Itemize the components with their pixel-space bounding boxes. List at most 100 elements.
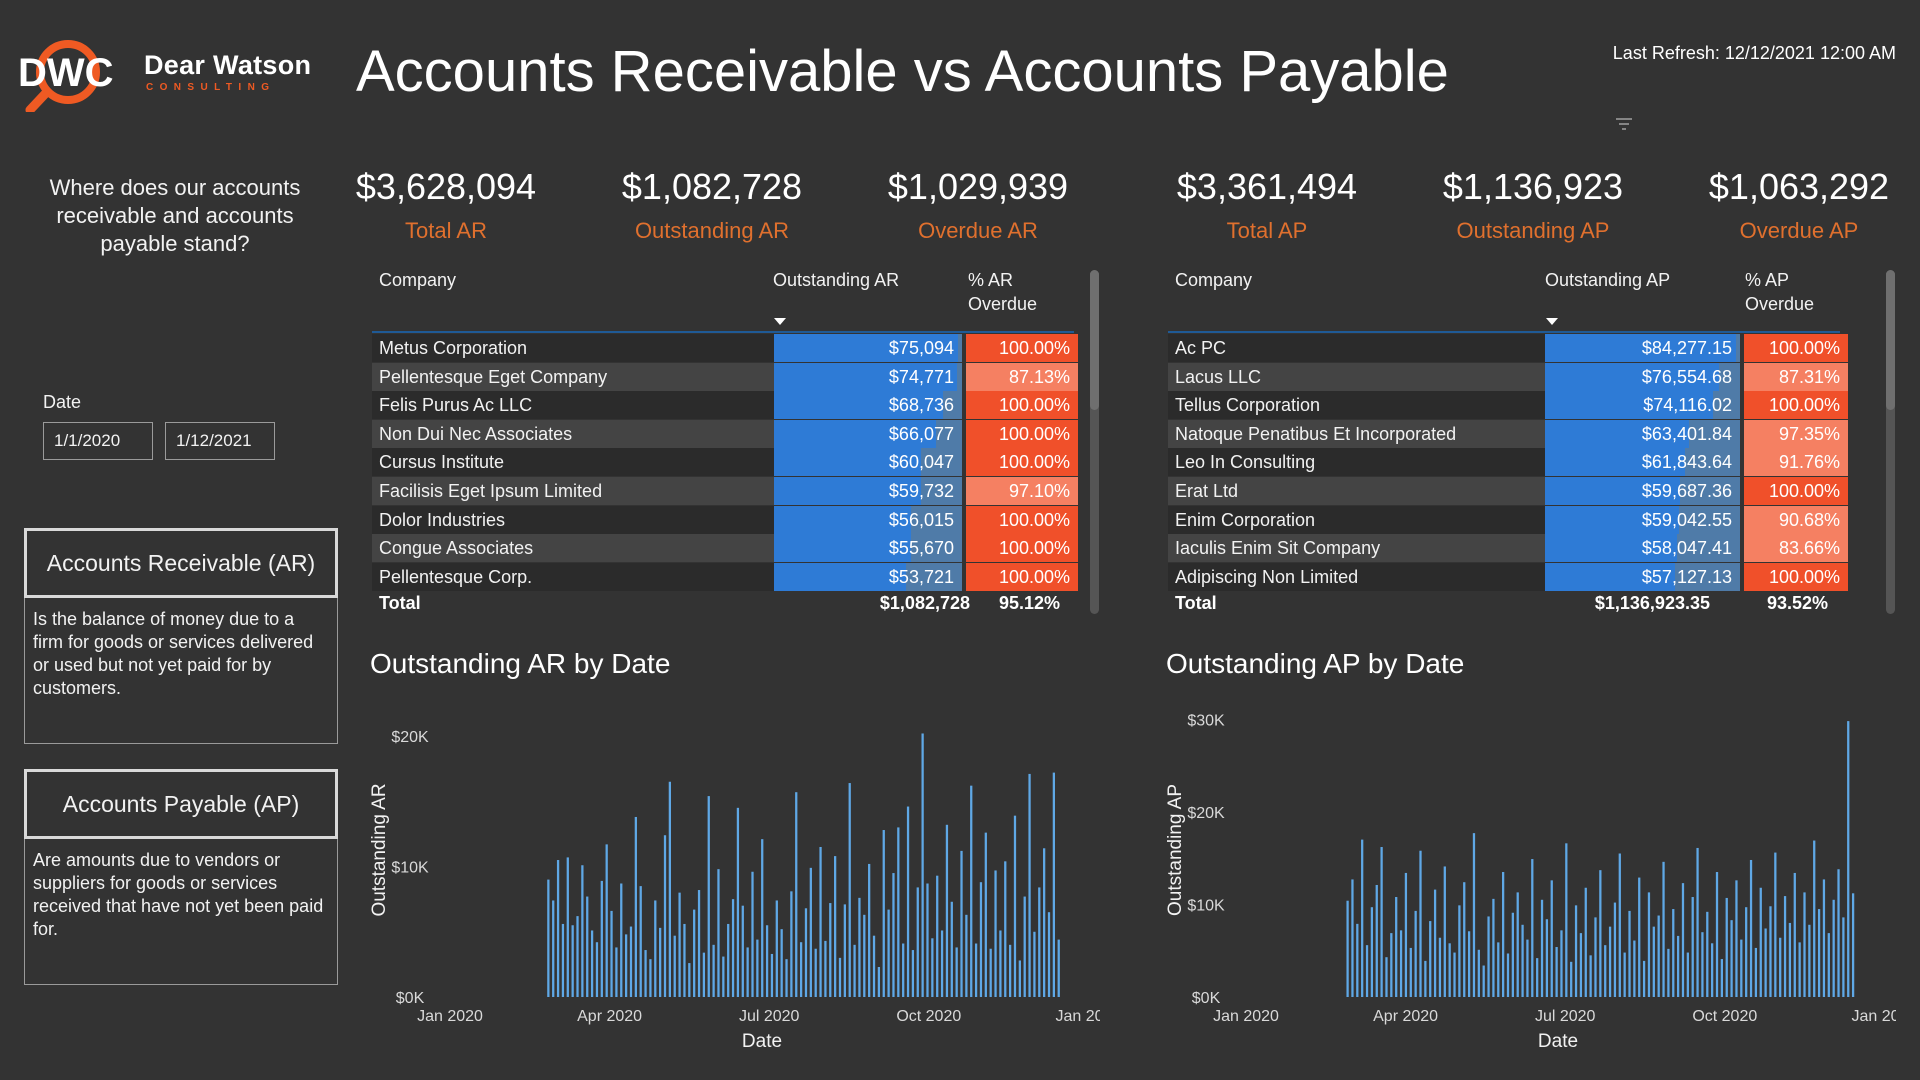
chart-bar[interactable] <box>649 959 652 997</box>
chart-bar[interactable] <box>741 905 744 997</box>
chart-bar[interactable] <box>1652 926 1655 997</box>
chart-bar[interactable] <box>1052 772 1055 997</box>
col-header-outstanding[interactable]: Outstanding AP <box>1545 270 1671 290</box>
chart-bar[interactable] <box>1599 870 1602 997</box>
chart-bar[interactable] <box>897 827 900 997</box>
chart-bar[interactable] <box>1725 897 1728 997</box>
table-row[interactable]: Lacus LLC $76,554.68 87.31% <box>1168 362 1848 391</box>
chart-bar[interactable] <box>940 930 944 997</box>
table-row[interactable]: Natoque Penatibus Et Incorporated $63,401… <box>1168 419 1848 448</box>
chart-bar[interactable] <box>1642 960 1646 997</box>
table-row[interactable]: Iaculis Enim Sit Company $58,047.41 83.66% <box>1168 534 1848 563</box>
chart-bar[interactable] <box>1472 833 1476 997</box>
chart-bar[interactable] <box>566 857 569 997</box>
chart-bar[interactable] <box>921 733 924 997</box>
chart-bar[interactable] <box>683 923 686 997</box>
chart-bar[interactable] <box>1516 892 1519 997</box>
chart-bar[interactable] <box>1346 900 1349 997</box>
chart-bar[interactable] <box>1628 910 1631 997</box>
chart-bar[interactable] <box>824 940 827 997</box>
chart-bar[interactable] <box>1686 952 1689 997</box>
chart-bar[interactable] <box>877 967 881 997</box>
chart-bar[interactable] <box>809 867 812 997</box>
table-row[interactable]: Dolor Industries $56,015 100.00% <box>372 505 1078 534</box>
chart-bar[interactable] <box>1463 882 1466 997</box>
col-header-pct-overdue[interactable]: % AP Overdue <box>1745 268 1814 316</box>
chart-bar[interactable] <box>727 923 730 997</box>
chart-bar[interactable] <box>1808 924 1811 997</box>
chart-bar[interactable] <box>916 887 919 997</box>
ap-table-scrollbar[interactable] <box>1886 270 1895 614</box>
chart-bar[interactable] <box>629 926 633 997</box>
chart-bar[interactable] <box>1555 947 1558 997</box>
chart-bar[interactable] <box>1008 944 1012 997</box>
chart-bar[interactable] <box>1375 884 1378 997</box>
chart-bar[interactable] <box>1438 937 1442 997</box>
chart-bar[interactable] <box>1842 917 1845 997</box>
chart-bar[interactable] <box>668 781 671 997</box>
chart-bar[interactable] <box>902 943 905 997</box>
chart-bar[interactable] <box>1701 932 1704 997</box>
chart-bar[interactable] <box>1618 853 1621 998</box>
chart-bar[interactable] <box>1851 893 1855 997</box>
chart-bar[interactable] <box>785 959 788 997</box>
chart-bar[interactable] <box>1584 887 1587 997</box>
chart-bar[interactable] <box>1540 899 1544 997</box>
chart-bar[interactable] <box>615 947 618 997</box>
chart-bar[interactable] <box>639 886 642 997</box>
chart-bar[interactable] <box>955 947 958 997</box>
chart-bar[interactable] <box>1565 843 1568 997</box>
chart-bar[interactable] <box>547 879 550 997</box>
chart-bar[interactable] <box>595 942 599 997</box>
chart-bar[interactable] <box>1424 960 1427 997</box>
chart-bar[interactable] <box>1526 939 1529 997</box>
chart-bar[interactable] <box>1779 937 1782 997</box>
chart-bar[interactable] <box>581 865 584 997</box>
chart-bar[interactable] <box>945 824 949 997</box>
col-header-pct-overdue[interactable]: % AR Overdue <box>968 268 1037 316</box>
chart-bar[interactable] <box>1574 905 1578 997</box>
table-row[interactable]: Facilisis Eget Ipsum Limited $59,732 97.10… <box>372 477 1078 505</box>
chart-bar[interactable] <box>1667 948 1670 997</box>
chart-bar[interactable] <box>1409 947 1412 997</box>
chart-bar[interactable] <box>688 963 691 997</box>
chart-bar[interactable] <box>838 957 842 997</box>
chart-bar[interactable] <box>1370 907 1374 997</box>
chart-bar[interactable] <box>1676 935 1680 997</box>
table-row[interactable]: Leo In Consulting $61,843.64 91.76% <box>1168 448 1848 477</box>
chart-bar[interactable] <box>1774 852 1777 997</box>
table-row[interactable]: Metus Corporation $75,094 100.00% <box>372 334 1078 362</box>
chart-bar[interactable] <box>1560 930 1563 997</box>
chart-bar[interactable] <box>756 939 759 997</box>
chart-bar[interactable] <box>1482 965 1485 997</box>
chart-bar[interactable] <box>843 904 846 997</box>
chart-bar[interactable] <box>1827 933 1830 997</box>
chart-bar[interactable] <box>1545 919 1549 997</box>
table-row[interactable]: Congue Associates $55,670 100.00% <box>372 534 1078 563</box>
chart-bar[interactable] <box>931 938 934 997</box>
chart-bar[interactable] <box>1720 959 1723 997</box>
chart-bar[interactable] <box>552 900 555 997</box>
chart-bar[interactable] <box>1711 943 1714 997</box>
chart-bar[interactable] <box>1740 939 1743 997</box>
chart-bar[interactable] <box>1506 953 1510 997</box>
chart-bar[interactable] <box>717 869 720 997</box>
chart-bar[interactable] <box>693 909 696 997</box>
chart-bar[interactable] <box>1638 877 1641 997</box>
chart-bar[interactable] <box>1467 931 1471 997</box>
chart-bar[interactable] <box>1730 920 1733 997</box>
chart-bar[interactable] <box>1433 889 1437 997</box>
chart-bar[interactable] <box>989 948 992 997</box>
chart-bar[interactable] <box>1038 887 1041 997</box>
chart-bar[interactable] <box>1745 907 1748 997</box>
chart-bar[interactable] <box>1380 847 1383 997</box>
chart-bar[interactable] <box>707 796 710 997</box>
table-row[interactable]: Cursus Institute $60,047 100.00% <box>372 448 1078 477</box>
chart-bar[interactable] <box>1477 949 1480 997</box>
chart-bar[interactable] <box>1817 909 1821 997</box>
chart-bar[interactable] <box>863 914 866 997</box>
chart-bar[interactable] <box>795 792 798 997</box>
chart-bar[interactable] <box>814 948 817 997</box>
chart-bar[interactable] <box>1536 958 1539 997</box>
chart-bar[interactable] <box>1033 931 1036 997</box>
